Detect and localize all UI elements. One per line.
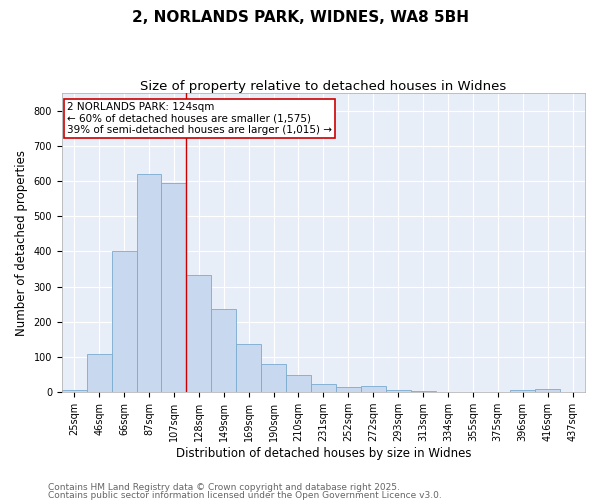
Bar <box>311 384 336 392</box>
Y-axis label: Number of detached properties: Number of detached properties <box>15 150 28 336</box>
Bar <box>410 391 436 392</box>
Bar <box>161 183 187 392</box>
Bar <box>211 310 236 392</box>
Text: 2, NORLANDS PARK, WIDNES, WA8 5BH: 2, NORLANDS PARK, WIDNES, WA8 5BH <box>131 10 469 25</box>
Bar <box>236 344 261 392</box>
Bar <box>86 354 112 392</box>
Bar <box>187 275 211 392</box>
Bar <box>112 252 137 392</box>
Bar <box>386 390 410 392</box>
Bar <box>62 390 86 392</box>
Bar <box>361 386 386 392</box>
Text: Contains HM Land Registry data © Crown copyright and database right 2025.: Contains HM Land Registry data © Crown c… <box>48 484 400 492</box>
Text: 2 NORLANDS PARK: 124sqm
← 60% of detached houses are smaller (1,575)
39% of semi: 2 NORLANDS PARK: 124sqm ← 60% of detache… <box>67 102 332 135</box>
Text: Contains public sector information licensed under the Open Government Licence v3: Contains public sector information licen… <box>48 490 442 500</box>
Bar <box>535 390 560 392</box>
Bar <box>286 374 311 392</box>
Title: Size of property relative to detached houses in Widnes: Size of property relative to detached ho… <box>140 80 506 93</box>
Bar <box>336 387 361 392</box>
Bar <box>261 364 286 392</box>
X-axis label: Distribution of detached houses by size in Widnes: Distribution of detached houses by size … <box>176 447 471 460</box>
Bar <box>137 174 161 392</box>
Bar <box>510 390 535 392</box>
